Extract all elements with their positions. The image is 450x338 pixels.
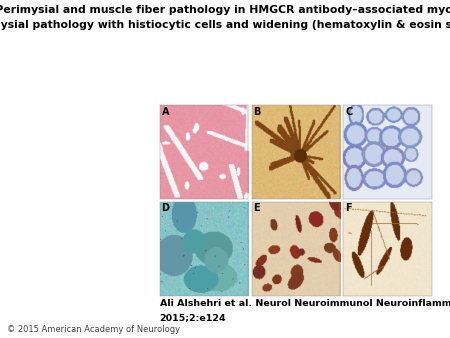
Text: Perimysial pathology with histiocytic cells and widening (hematoxylin & eosin st: Perimysial pathology with histiocytic ce… <box>0 20 450 30</box>
Text: C: C <box>345 107 352 117</box>
Text: B: B <box>253 107 261 117</box>
Text: 2015;2:e124: 2015;2:e124 <box>160 313 226 322</box>
Text: Ali Alshehri et al. Neurol Neuroimmunol Neuroinflamm: Ali Alshehri et al. Neurol Neuroimmunol … <box>160 299 450 308</box>
Text: Figure 3 Perimysial and muscle fiber pathology in HMGCR antibody–associated myop: Figure 3 Perimysial and muscle fiber pat… <box>0 5 450 15</box>
Text: © 2015 American Academy of Neurology: © 2015 American Academy of Neurology <box>7 325 180 334</box>
Text: E: E <box>253 203 260 214</box>
Text: A: A <box>162 107 169 117</box>
Text: D: D <box>162 203 170 214</box>
Text: F: F <box>345 203 352 214</box>
